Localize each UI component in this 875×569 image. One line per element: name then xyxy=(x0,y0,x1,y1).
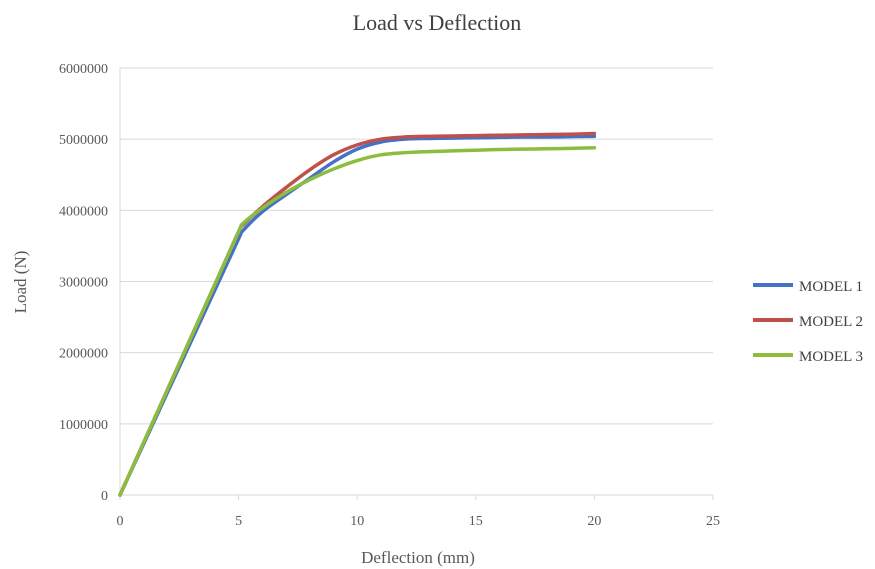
series-lines xyxy=(118,131,597,497)
x-tick-label: 15 xyxy=(469,514,483,529)
y-tick-label: 5000000 xyxy=(59,133,108,148)
y-axis-label: Load (N) xyxy=(11,251,30,314)
chart-title: Load vs Deflection xyxy=(353,10,522,35)
tick-labels: 0 1000000 2000000 3000000 4000000 5000000 6000… xyxy=(59,62,720,529)
series-line-2 xyxy=(118,131,597,497)
legend: MODEL 1 MODEL 2 MODEL 3 xyxy=(753,279,863,365)
series-line-1 xyxy=(118,134,597,497)
x-axis-label: Deflection (mm) xyxy=(361,548,475,567)
legend-label-2: MODEL 2 xyxy=(799,314,863,330)
y-tick-label: 2000000 xyxy=(59,347,108,362)
x-tick-label: 10 xyxy=(350,514,364,529)
gridlines xyxy=(119,67,714,500)
series-line-3 xyxy=(118,145,597,497)
legend-label-1: MODEL 1 xyxy=(799,279,863,295)
y-tick-label: 1000000 xyxy=(59,418,108,433)
y-tick-label: 0 xyxy=(101,489,108,504)
legend-label-3: MODEL 3 xyxy=(799,349,863,365)
x-tick-label: 20 xyxy=(587,514,601,529)
y-tick-label: 6000000 xyxy=(59,62,108,77)
x-tick-label: 25 xyxy=(706,514,720,529)
x-tick-label: 5 xyxy=(235,514,242,529)
y-tick-label: 4000000 xyxy=(59,204,108,219)
y-tick-label: 3000000 xyxy=(59,276,108,291)
x-tick-label: 0 xyxy=(117,514,124,529)
